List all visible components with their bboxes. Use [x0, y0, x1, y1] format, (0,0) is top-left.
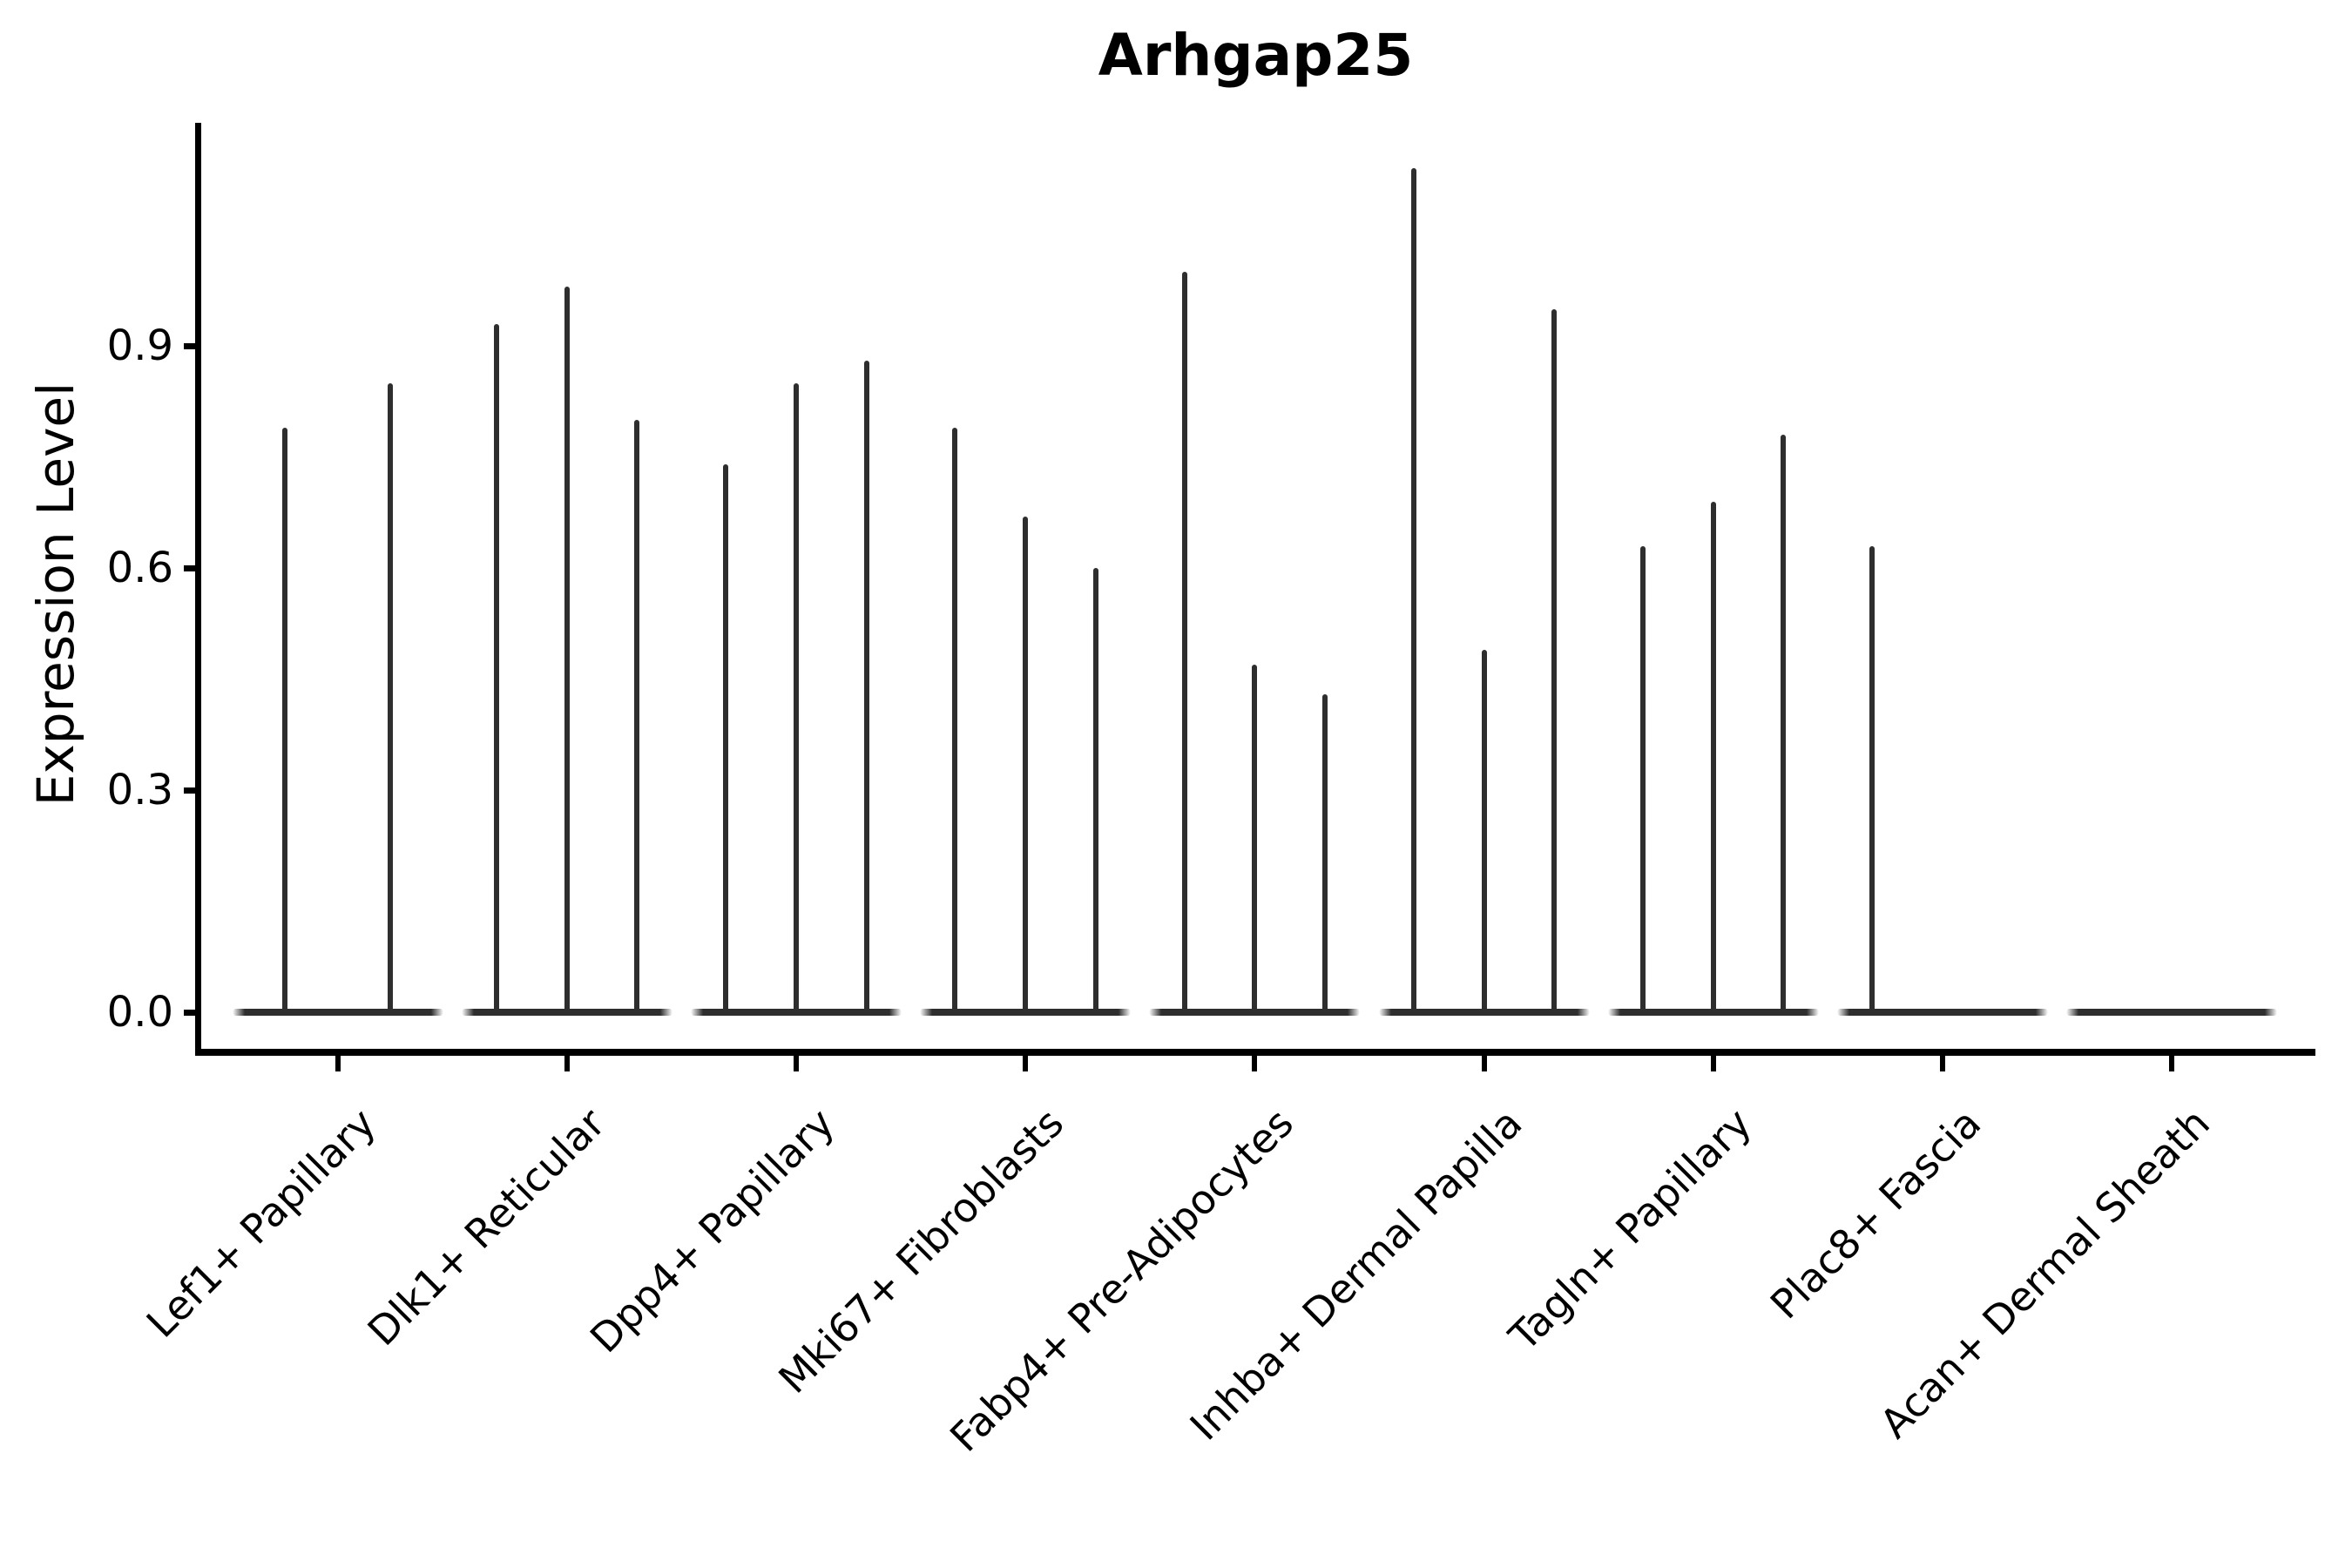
y-tick-label: 0.6 [106, 544, 173, 592]
violin-spike [793, 382, 799, 1012]
violin-spike [723, 464, 729, 1012]
x-tick-label: Dlk1+ Reticular [358, 1099, 614, 1355]
x-tick-label: Dpp4+ Papillary [580, 1099, 844, 1362]
x-tick-label: Tagln+ Papillary [1499, 1099, 1761, 1360]
violin-spike [1869, 545, 1876, 1012]
x-tick-mark [1252, 1056, 1258, 1071]
y-axis-spine [195, 123, 201, 1056]
violin-base [1149, 1009, 1361, 1016]
violin-spike [1023, 516, 1029, 1012]
violin-spike [863, 361, 869, 1012]
violin-base [232, 1009, 443, 1016]
violin-spike [282, 427, 287, 1012]
y-tick-label: 0.0 [106, 988, 173, 1037]
violin-spike [1092, 568, 1098, 1012]
x-tick-mark [1939, 1056, 1945, 1071]
y-tick-label: 0.9 [106, 321, 173, 370]
x-tick-label: Plac8+ Fascia [1761, 1099, 1990, 1328]
violin-spike [1410, 168, 1416, 1012]
violin-base [1607, 1009, 1819, 1016]
x-tick-mark [1481, 1056, 1487, 1071]
x-tick-mark [793, 1056, 799, 1071]
y-tick-mark [184, 342, 196, 349]
x-tick-mark [2169, 1056, 2175, 1071]
y-tick-mark [184, 787, 196, 794]
violin-spike [388, 382, 393, 1012]
violin-spike [952, 427, 958, 1012]
x-tick-mark [335, 1056, 341, 1071]
violin-spike [1181, 272, 1187, 1012]
violin-base [1836, 1009, 2048, 1016]
violin-spike [1781, 435, 1787, 1012]
violin-spike [634, 420, 640, 1012]
chart-title: Arhgap25 [1098, 22, 1414, 89]
violin-spike [1321, 693, 1328, 1012]
x-tick-mark [1023, 1056, 1029, 1071]
violin-spike [1640, 545, 1646, 1012]
violin-spike [1710, 501, 1716, 1012]
y-tick-mark [184, 564, 196, 571]
violin-base [690, 1009, 902, 1016]
violin-spike [1252, 664, 1258, 1012]
x-tick-mark [564, 1056, 570, 1071]
violin-base [920, 1009, 1132, 1016]
violin-spike [494, 323, 500, 1012]
violin-spike [1481, 649, 1487, 1012]
violin-base [461, 1009, 672, 1016]
x-tick-mark [1710, 1056, 1716, 1071]
y-axis-label: Expression Level [26, 382, 85, 807]
violin-spike [1551, 308, 1558, 1012]
violin-base [2066, 1009, 2278, 1016]
x-tick-label: Lef1+ Papillary [137, 1099, 385, 1347]
violin-base [1378, 1009, 1590, 1016]
violin-spike [564, 287, 570, 1012]
x-axis-line [195, 1049, 2315, 1056]
y-tick-label: 0.3 [106, 766, 173, 814]
y-tick-mark [184, 1009, 196, 1016]
